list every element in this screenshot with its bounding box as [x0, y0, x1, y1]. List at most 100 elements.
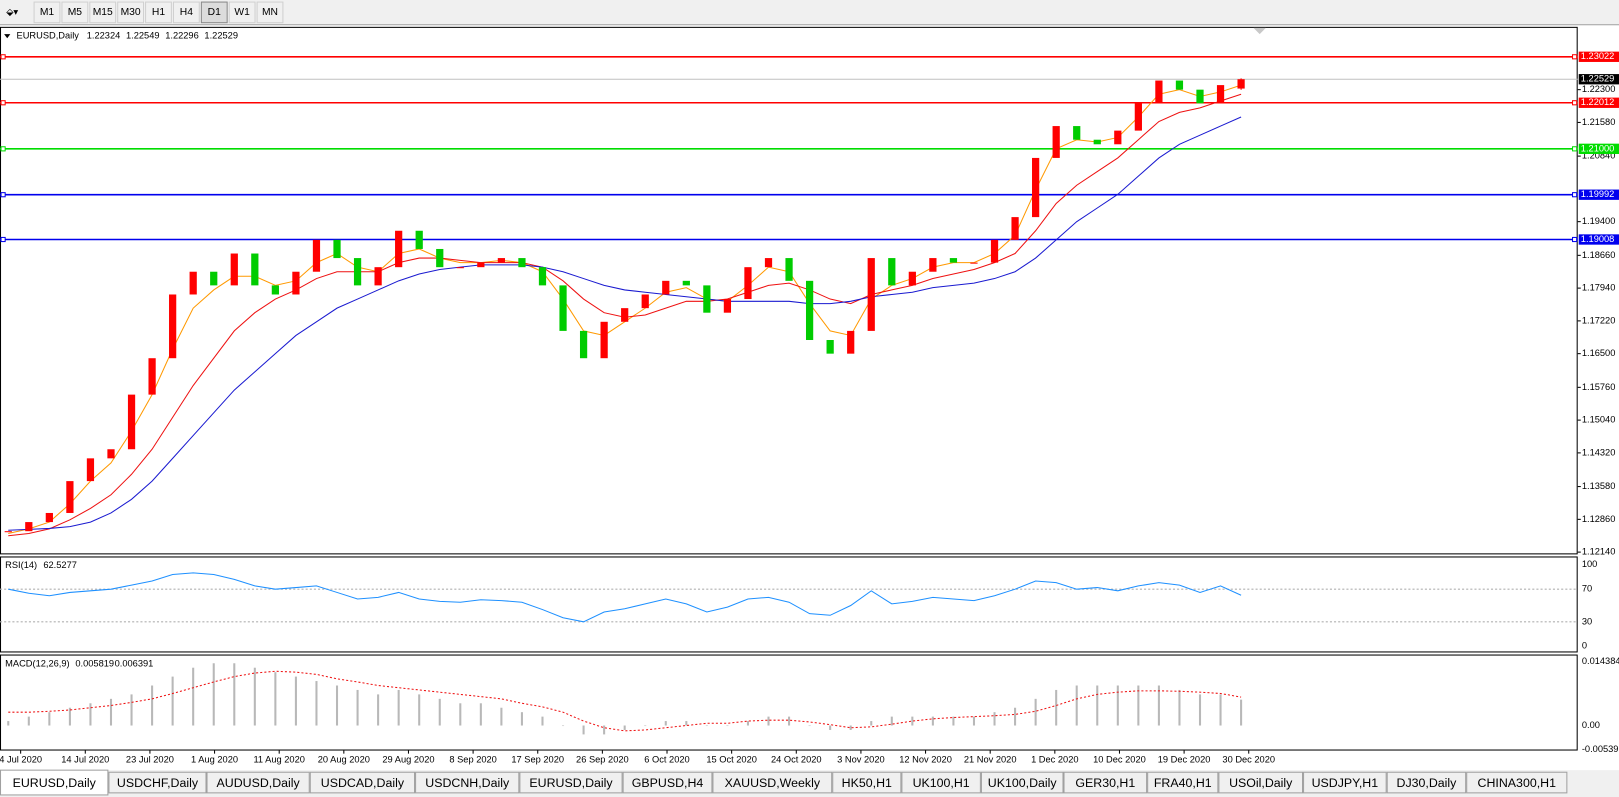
macd-bar [829, 725, 832, 730]
macd-bar [1075, 685, 1078, 726]
candle-body [990, 239, 999, 263]
tab-label[interactable]: FRA40,H1 [1154, 776, 1212, 790]
candle-body [25, 522, 33, 532]
candle-body [292, 271, 300, 295]
level-handle[interactable] [0, 236, 6, 243]
rsi-tick-label: 100 [1582, 559, 1598, 569]
level-handle[interactable] [0, 54, 6, 60]
timeframe-label[interactable]: MN [262, 7, 278, 18]
tab[interactable] [1218, 771, 1304, 794]
tab[interactable] [832, 771, 902, 794]
timeframe-button[interactable] [117, 1, 145, 24]
tab[interactable] [108, 771, 207, 794]
tab-label[interactable]: USDCHF,Daily [117, 776, 199, 790]
level-label: 1.19992 [1581, 189, 1615, 199]
bar-close: 1.22529 [204, 31, 238, 41]
macd-tick-label: -0.005396 [1582, 744, 1619, 754]
tab-label[interactable]: DJ30,Daily [1397, 776, 1458, 790]
tab[interactable] [901, 771, 981, 794]
level-label-box [1578, 143, 1619, 154]
macd-bar [459, 703, 462, 726]
timeframe-button[interactable] [89, 1, 117, 24]
tab[interactable] [415, 771, 520, 794]
timeframe-button[interactable] [228, 1, 256, 24]
candle-body [86, 458, 95, 482]
timeframe-label[interactable]: M30 [121, 7, 141, 18]
tab[interactable] [309, 771, 416, 794]
tab-label[interactable]: EURUSD,Daily [13, 776, 97, 790]
timeframe-label[interactable]: W1 [234, 7, 250, 18]
macd-bar [562, 725, 565, 727]
rsi-line [8, 572, 1242, 623]
candle-body [312, 239, 321, 272]
tab-label[interactable]: GBPUSD,H4 [632, 776, 704, 790]
tab[interactable] [1466, 771, 1568, 794]
timeframe-label[interactable]: M15 [93, 7, 113, 18]
candle-body [1093, 139, 1101, 145]
macd-tick-label: 0.00 [1582, 720, 1600, 730]
tab-label[interactable]: AUDUSD,Daily [217, 776, 301, 790]
x-tick-label: 1 Aug 2020 [191, 754, 238, 764]
tab[interactable] [712, 771, 833, 794]
level-handle[interactable] [0, 192, 6, 198]
macd-bar [1157, 685, 1160, 726]
tab[interactable] [519, 771, 623, 794]
macd-bar [1240, 699, 1243, 726]
timeframe-button[interactable] [33, 1, 61, 24]
macd-bar [808, 725, 811, 727]
tab[interactable] [980, 771, 1064, 794]
candle-body [4, 531, 12, 533]
tab-label[interactable]: GER30,H1 [1075, 776, 1135, 790]
tab-label[interactable]: CHINA300,H1 [1478, 776, 1557, 790]
tab-label[interactable]: USOil,Daily [1229, 776, 1293, 790]
tab-label[interactable]: UK100,H1 [913, 776, 970, 790]
tab[interactable] [206, 771, 310, 794]
x-tick-label: 12 Nov 2020 [899, 754, 952, 764]
chart-title: EURUSD,Daily [17, 31, 80, 41]
tab-label[interactable]: EURUSD,Daily [529, 776, 613, 790]
tab[interactable] [1386, 771, 1467, 794]
tab-label[interactable]: USDCAD,Daily [321, 776, 405, 790]
rsi-tick-label: 30 [1582, 616, 1592, 626]
toolbar-menu-icon[interactable]: ⬙▾ [6, 7, 18, 17]
tab-label[interactable]: USDCNH,Daily [425, 776, 510, 790]
level-handle[interactable] [0, 100, 6, 106]
timeframe-label[interactable]: D1 [208, 7, 221, 18]
rsi-last: 62.5277 [43, 560, 77, 570]
tab-label[interactable]: UK100,Daily [988, 776, 1058, 790]
tab[interactable] [1303, 771, 1387, 794]
candle-body [723, 299, 732, 313]
candle-body [1196, 89, 1204, 104]
timeframe-button[interactable] [172, 1, 200, 24]
tab-label[interactable]: HK50,H1 [842, 776, 892, 790]
timeframe-label[interactable]: M1 [40, 7, 55, 18]
macd-bar [27, 716, 30, 726]
tab-label[interactable]: XAUUSD,Weekly [725, 776, 821, 790]
macd-bar [1096, 685, 1099, 726]
level-handle[interactable] [1572, 236, 1578, 243]
level-handle[interactable] [1572, 146, 1578, 152]
tab-label[interactable]: USDJPY,H1 [1312, 776, 1379, 790]
macd-bar [418, 694, 421, 726]
macd-bar [993, 712, 996, 726]
timeframe-label[interactable]: H4 [180, 7, 193, 18]
tab[interactable] [622, 771, 713, 794]
timeframe-button[interactable] [145, 1, 172, 24]
macd-bar [192, 667, 195, 726]
level-handle[interactable] [1572, 54, 1578, 60]
timeframe-label[interactable]: M5 [68, 7, 83, 18]
timeframe-button[interactable] [200, 1, 228, 24]
timeframe-label[interactable]: H1 [152, 7, 165, 18]
level-handle[interactable] [1572, 192, 1578, 198]
level-handle[interactable] [0, 146, 6, 152]
tab[interactable] [0, 769, 109, 796]
timeframe-button[interactable] [61, 1, 89, 24]
macd-bar [68, 707, 71, 726]
current-price-label: 1.22529 [1581, 74, 1615, 84]
tab[interactable] [1063, 771, 1148, 794]
timeframe-button[interactable] [256, 1, 284, 24]
tab[interactable] [1147, 771, 1219, 794]
level-handle[interactable] [1572, 100, 1578, 106]
